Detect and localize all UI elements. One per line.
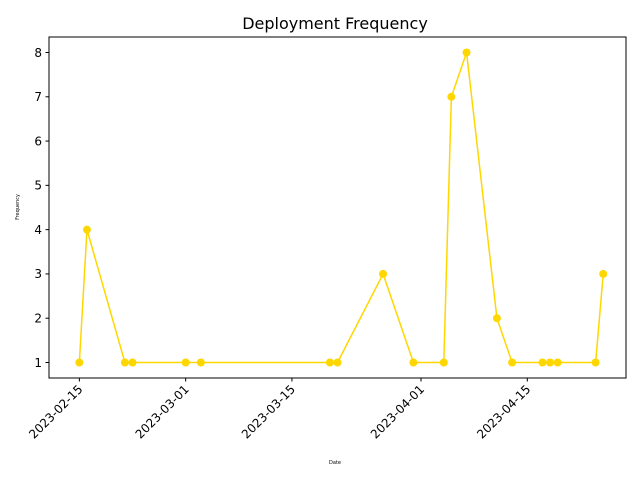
data-point xyxy=(379,269,388,278)
data-point xyxy=(333,358,342,367)
data-point xyxy=(439,358,448,367)
data-point xyxy=(128,358,137,367)
data-point xyxy=(508,358,517,367)
y-tick-label: 5 xyxy=(34,179,42,193)
data-point xyxy=(538,358,547,367)
data-point xyxy=(196,358,205,367)
data-point xyxy=(82,225,91,234)
data-point xyxy=(181,358,190,367)
y-tick-label: 4 xyxy=(34,223,42,237)
y-tick-label: 6 xyxy=(34,134,42,148)
data-point xyxy=(75,358,84,367)
data-point xyxy=(325,358,334,367)
y-tick-label: 8 xyxy=(34,46,42,60)
x-tick-label: 2023-04-15 xyxy=(474,382,533,441)
data-point xyxy=(591,358,600,367)
x-tick-label: 2023-02-15 xyxy=(26,382,85,441)
x-axis-label: Date xyxy=(329,460,341,466)
plot-frame xyxy=(48,36,627,379)
y-tick-label: 3 xyxy=(34,267,42,281)
data-point xyxy=(409,358,418,367)
y-tick-label: 1 xyxy=(34,356,42,370)
y-axis: 1 2 3 4 5 6 7 8 xyxy=(34,46,49,370)
data-point xyxy=(447,92,456,101)
chart-title: Deployment Frequency xyxy=(242,14,428,33)
x-tick-label: 2023-03-15 xyxy=(239,382,298,441)
data-point xyxy=(120,358,129,367)
y-tick-label: 7 xyxy=(34,90,42,104)
x-axis: 2023-02-15 2023-03-01 2023-03-15 2023-04-01… xyxy=(26,378,533,441)
data-point xyxy=(599,269,608,278)
data-point xyxy=(492,314,501,323)
x-tick-label: 2023-04-01 xyxy=(368,382,427,441)
series-line xyxy=(78,51,604,364)
series-layer xyxy=(75,48,608,367)
y-axis-label: Frequency xyxy=(15,194,21,220)
data-point xyxy=(462,48,471,57)
y-tick-label: 2 xyxy=(34,312,42,326)
x-tick-label: 2023-03-01 xyxy=(133,382,192,441)
data-point xyxy=(553,358,562,367)
data-point xyxy=(546,358,555,367)
